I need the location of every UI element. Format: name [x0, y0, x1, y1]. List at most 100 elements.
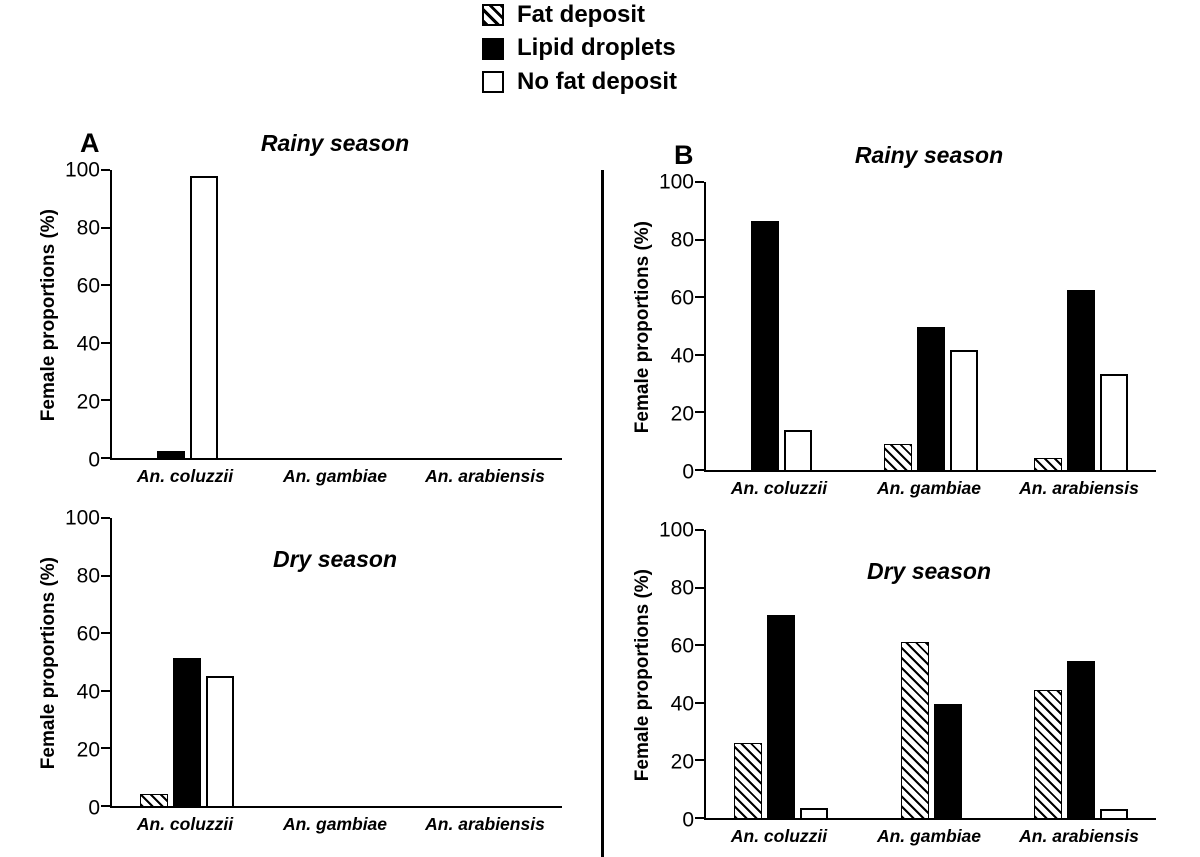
x-axis-labels: An. coluzzii An. gambiae An. arabiensis — [704, 472, 1154, 504]
chart-body: Female proportions (%) 0 20 40 60 80 100 — [630, 172, 1190, 483]
bar-hatched — [900, 642, 929, 818]
x-category-label: An. arabiensis — [425, 465, 545, 486]
y-tick-label: 60 — [76, 622, 100, 646]
y-tick-mark — [101, 747, 110, 750]
bar-hatched — [1034, 689, 1062, 818]
y-tick-label: 80 — [76, 564, 100, 588]
panel-divider — [601, 170, 604, 857]
y-tick-mark — [101, 689, 110, 692]
chart-body: Female proportions (%) 0 20 40 60 80 100 — [36, 508, 596, 819]
chart-title: Rainy season — [854, 142, 1004, 168]
bar-hatched — [734, 743, 762, 818]
bar-black — [173, 657, 201, 806]
x-category-label: An. gambiae — [876, 477, 982, 498]
bar-white — [206, 676, 234, 806]
bar-group — [112, 518, 262, 806]
x-category-label: An. gambiae — [282, 465, 388, 486]
bar-black — [933, 704, 962, 818]
y-tick-mark — [695, 644, 704, 647]
plot-area — [101, 169, 562, 460]
chart-panel-a-rainy: A Rainy season Female proportions (%) 0 2… — [36, 128, 596, 492]
y-axis-label-wrap: Female proportions (%) — [36, 518, 62, 808]
chart-panel-b-rainy: B Rainy season Female proportions (%) 0 2… — [630, 140, 1190, 504]
legend-item-no-fat-deposit: No fat deposit — [482, 67, 677, 95]
y-tick-label: 80 — [76, 216, 100, 240]
chart-panel-a-dry: Dry season Female proportions (%) 0 20 40 6… — [36, 506, 596, 840]
bar-white — [1100, 809, 1128, 818]
panel-a-letter: A — [80, 128, 100, 158]
chart-body: Female proportions (%) 0 20 40 60 80 100 — [36, 160, 596, 471]
y-tick-mark — [695, 238, 704, 241]
x-axis-labels: An. coluzzii An. gambiae An. arabiensis — [110, 460, 560, 492]
bar-white — [1100, 373, 1128, 470]
x-category-label: An. gambiae — [282, 813, 388, 834]
y-tick-label: 40 — [76, 332, 100, 356]
bar-group — [706, 182, 856, 470]
y-tick-label: 0 — [682, 460, 694, 484]
bar-hatched — [1034, 458, 1062, 470]
y-tick-mark — [101, 574, 110, 577]
bar-group — [856, 530, 1006, 818]
y-tick-label: 20 — [76, 738, 100, 762]
bar-group — [856, 182, 1006, 470]
bar-group — [1006, 182, 1156, 470]
y-tick-mark — [101, 284, 110, 287]
legend-label: Lipid droplets — [517, 34, 676, 62]
bar-black — [767, 614, 795, 818]
y-tick-label: 60 — [76, 274, 100, 298]
y-axis-ticks: 0 20 40 60 80 100 — [62, 508, 110, 819]
x-category-label: An. coluzzii — [136, 465, 234, 486]
bar-group — [262, 518, 412, 806]
no-fat-deposit-swatch-icon — [482, 70, 504, 93]
y-axis-label: Female proportions (%) — [38, 556, 59, 770]
y-axis-label: Female proportions (%) — [38, 208, 59, 422]
bar-group — [262, 170, 412, 458]
plot-area — [695, 181, 1156, 472]
bar-white — [189, 175, 218, 458]
y-tick-label: 100 — [64, 158, 100, 182]
y-axis-label-wrap: Female proportions (%) — [630, 530, 656, 820]
fat-deposit-swatch-icon — [482, 4, 504, 27]
panel-b-letter: B — [674, 140, 694, 170]
chart-title: Rainy season — [260, 130, 410, 156]
y-axis-ticks: 0 20 40 60 80 100 — [62, 160, 110, 471]
y-tick-mark — [101, 169, 110, 171]
chart-title: Dry season — [272, 546, 397, 572]
y-axis-ticks: 0 20 40 60 80 100 — [656, 520, 704, 831]
x-category-label: An. gambiae — [876, 825, 982, 846]
y-tick-label: 60 — [670, 634, 694, 658]
x-category-label: An. coluzzii — [730, 477, 828, 498]
y-tick-mark — [695, 529, 704, 531]
legend-item-lipid-droplets: Lipid droplets — [482, 34, 677, 62]
y-tick-mark — [101, 457, 110, 459]
bar-group — [706, 530, 856, 818]
y-tick-label: 60 — [670, 286, 694, 310]
y-tick-mark — [695, 701, 704, 704]
y-tick-mark — [101, 517, 110, 519]
legend-item-fat-deposit: Fat deposit — [482, 1, 677, 28]
y-tick-label: 40 — [670, 692, 694, 716]
legend-label: No fat deposit — [517, 67, 677, 95]
x-axis-labels: An. coluzzii An. gambiae An. arabiensis — [110, 808, 560, 840]
y-tick-mark — [695, 411, 704, 414]
y-tick-label: 40 — [670, 344, 694, 368]
y-tick-label: 0 — [88, 796, 100, 820]
x-category-label: An. coluzzii — [730, 825, 828, 846]
y-tick-mark — [695, 759, 704, 762]
bar-black — [156, 450, 185, 458]
x-axis-labels: An. coluzzii An. gambiae An. arabiensis — [704, 820, 1154, 852]
y-tick-mark — [101, 341, 110, 344]
y-axis-label-wrap: Female proportions (%) — [36, 170, 62, 460]
legend: Fat deposit Lipid droplets No fat deposi… — [482, 1, 677, 95]
y-tick-label: 80 — [670, 228, 694, 252]
y-tick-label: 80 — [670, 576, 694, 600]
bar-white — [800, 807, 828, 818]
bar-black — [1067, 661, 1095, 818]
legend-label: Fat deposit — [517, 1, 646, 28]
bar-group — [412, 518, 562, 806]
bar-black — [1067, 290, 1095, 470]
x-category-label: An. coluzzii — [136, 813, 234, 834]
y-tick-label: 100 — [658, 518, 694, 542]
x-category-label: An. arabiensis — [425, 813, 545, 834]
